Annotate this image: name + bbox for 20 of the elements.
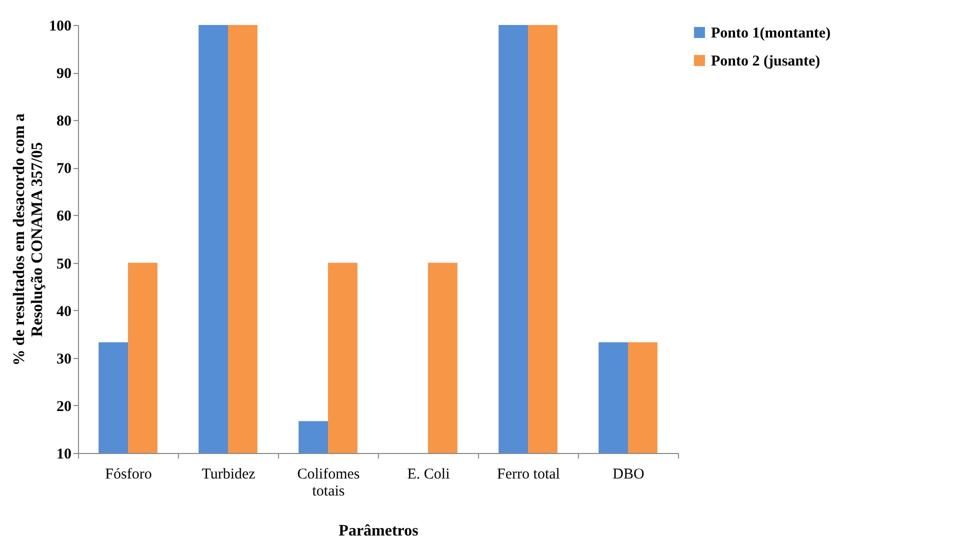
y-tick-label: 40: [56, 304, 72, 320]
x-tick-label: E. Coli: [407, 466, 450, 482]
y-tick-label: 90: [56, 66, 72, 82]
x-tick-label: DBO: [612, 466, 644, 482]
y-tick-label: 10: [56, 446, 72, 462]
y-tick-label: 70: [56, 161, 72, 178]
x-tick-label: Fósforo: [105, 466, 152, 482]
x-tick-label: Turbidez: [202, 466, 256, 482]
x-tick-label: Colifomes totais: [297, 466, 360, 500]
x-tick-label: Ferro total: [497, 466, 560, 482]
legend-label: Ponto 1(montante): [711, 26, 831, 42]
y-tick-label: 100: [49, 18, 72, 34]
x-axis-title: Parâmetros: [338, 522, 418, 540]
y-axis-title: % de resultados em desacordo com a Resolução CONAMA 357/05: [11, 113, 46, 366]
y-tick-label: 60: [56, 208, 72, 225]
y-tick-label: 50: [56, 256, 72, 272]
legend-label: Ponto 2 (jusante): [711, 54, 820, 70]
y-tick-label: 30: [56, 351, 72, 368]
y-tick-label: 20: [56, 398, 72, 415]
y-tick-label: 80: [56, 114, 72, 130]
